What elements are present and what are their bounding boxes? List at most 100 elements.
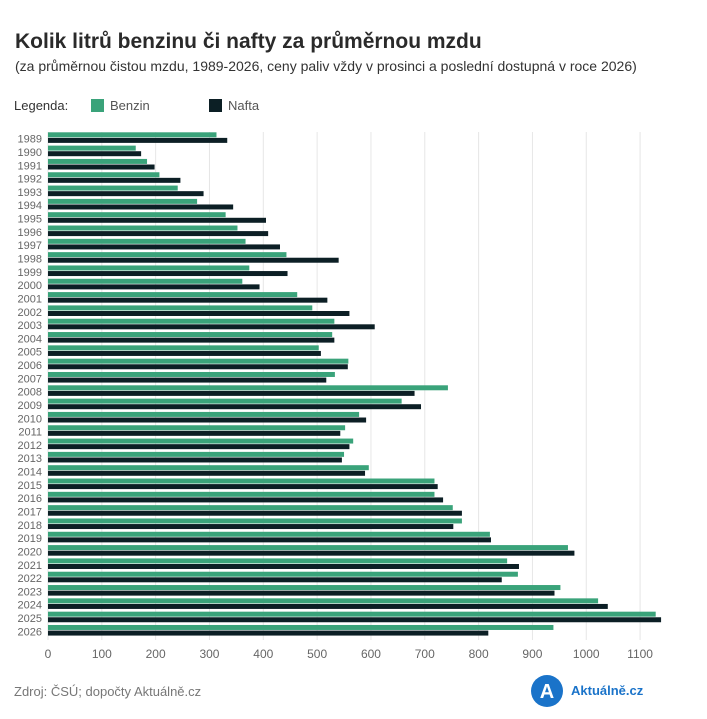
y-tick-label: 2017 bbox=[18, 507, 42, 519]
y-tick-label: 1994 bbox=[18, 200, 42, 212]
bar-nafta-2023 bbox=[48, 590, 555, 596]
bar-benzin-2000 bbox=[48, 278, 243, 284]
aktualne-logo-icon: A bbox=[531, 675, 563, 707]
bar-nafta-1999 bbox=[48, 271, 288, 277]
bar-nafta-1996 bbox=[48, 231, 269, 237]
bar-nafta-1998 bbox=[48, 257, 339, 263]
bar-nafta-1997 bbox=[48, 244, 280, 250]
bar-nafta-1995 bbox=[48, 217, 266, 223]
bar-benzin-2015 bbox=[48, 478, 435, 484]
x-tick-label: 600 bbox=[361, 647, 381, 661]
bar-benzin-2009 bbox=[48, 398, 402, 404]
bar-benzin-2007 bbox=[48, 371, 335, 377]
bar-benzin-1999 bbox=[48, 265, 250, 271]
bar-benzin-2013 bbox=[48, 451, 345, 457]
bar-nafta-2015 bbox=[48, 484, 438, 490]
bar-nafta-2008 bbox=[48, 390, 415, 396]
bar-nafta-2018 bbox=[48, 524, 454, 530]
bar-nafta-2013 bbox=[48, 457, 342, 463]
y-tick-label: 2023 bbox=[18, 586, 42, 598]
y-tick-label: 1990 bbox=[18, 147, 42, 159]
y-tick-label: 2016 bbox=[18, 493, 42, 505]
bar-benzin-2001 bbox=[48, 292, 298, 298]
bar-benzin-2025 bbox=[48, 611, 656, 617]
bar-benzin-2017 bbox=[48, 505, 453, 511]
bar-nafta-2004 bbox=[48, 337, 335, 343]
x-tick-label: 800 bbox=[469, 647, 489, 661]
bar-benzin-2003 bbox=[48, 318, 335, 324]
bar-nafta-2022 bbox=[48, 577, 502, 583]
y-tick-label: 2009 bbox=[18, 400, 42, 412]
legend-label-benzin: Benzin bbox=[110, 98, 150, 113]
y-tick-label: 1992 bbox=[18, 174, 42, 186]
bar-benzin-1996 bbox=[48, 225, 238, 231]
y-tick-label: 2015 bbox=[18, 480, 42, 492]
y-tick-label: 2003 bbox=[18, 320, 42, 332]
bar-nafta-1989 bbox=[48, 137, 228, 143]
bar-nafta-2025 bbox=[48, 617, 662, 623]
bar-nafta-1993 bbox=[48, 191, 204, 197]
legend-title: Legenda: bbox=[14, 98, 69, 113]
bar-benzin-1992 bbox=[48, 172, 160, 178]
y-tick-label: 2012 bbox=[18, 440, 42, 452]
y-tick-label: 2008 bbox=[18, 387, 42, 399]
y-tick-label: 2020 bbox=[18, 546, 42, 558]
bar-benzin-1993 bbox=[48, 185, 178, 191]
bar-nafta-2007 bbox=[48, 377, 327, 383]
y-tick-label: 2000 bbox=[18, 280, 42, 292]
bar-benzin-2014 bbox=[48, 465, 369, 471]
chart-subtitle: (za průměrnou čistou mzdu, 1989-2026, ce… bbox=[15, 58, 637, 74]
bar-nafta-2010 bbox=[48, 417, 367, 423]
x-tick-label: 900 bbox=[522, 647, 542, 661]
legend-swatch-nafta bbox=[209, 99, 222, 112]
y-tick-label: 2001 bbox=[18, 293, 42, 305]
y-tick-label: 2005 bbox=[18, 347, 42, 359]
bar-benzin-2004 bbox=[48, 332, 333, 338]
y-tick-label: 2004 bbox=[18, 333, 42, 345]
y-tick-label: 2006 bbox=[18, 360, 42, 372]
bar-benzin-1990 bbox=[48, 145, 136, 151]
bar-nafta-2020 bbox=[48, 550, 575, 556]
bar-benzin-2018 bbox=[48, 518, 462, 524]
bar-benzin-2005 bbox=[48, 345, 319, 351]
y-tick-label: 2014 bbox=[18, 467, 42, 479]
bar-benzin-2016 bbox=[48, 491, 435, 497]
bar-benzin-2002 bbox=[48, 305, 313, 311]
y-tick-label: 2002 bbox=[18, 307, 42, 319]
bar-nafta-2011 bbox=[48, 430, 341, 436]
y-tick-label: 1993 bbox=[18, 187, 42, 199]
legend-swatch-benzin bbox=[91, 99, 104, 112]
bar-nafta-1991 bbox=[48, 164, 155, 170]
bar-nafta-2012 bbox=[48, 444, 350, 450]
bar-nafta-2001 bbox=[48, 297, 328, 303]
bar-nafta-2016 bbox=[48, 497, 444, 503]
bar-benzin-2020 bbox=[48, 545, 568, 551]
bar-nafta-1990 bbox=[48, 151, 142, 157]
y-tick-label: 2011 bbox=[18, 427, 42, 439]
y-tick-label: 1997 bbox=[18, 240, 42, 252]
x-tick-label: 700 bbox=[415, 647, 435, 661]
y-tick-label: 2007 bbox=[18, 373, 42, 385]
bar-benzin-2026 bbox=[48, 624, 554, 630]
bar-benzin-1991 bbox=[48, 158, 148, 164]
y-tick-label: 1999 bbox=[18, 267, 42, 279]
bar-benzin-2011 bbox=[48, 425, 346, 431]
bar-nafta-2024 bbox=[48, 603, 608, 609]
y-tick-label: 2021 bbox=[18, 560, 42, 572]
x-tick-label: 1000 bbox=[573, 647, 600, 661]
y-tick-label: 2026 bbox=[18, 626, 42, 638]
chart-title: Kolik litrů benzinu či nafty za průměrno… bbox=[15, 30, 482, 53]
y-tick-label: 2013 bbox=[18, 453, 42, 465]
y-tick-label: 1991 bbox=[18, 160, 42, 172]
bar-nafta-2002 bbox=[48, 311, 350, 316]
legend-label-nafta: Nafta bbox=[228, 98, 260, 113]
x-tick-label: 500 bbox=[307, 647, 327, 661]
bar-nafta-2009 bbox=[48, 404, 422, 410]
bar-benzin-2012 bbox=[48, 438, 354, 444]
y-tick-label: 2024 bbox=[18, 600, 42, 612]
y-tick-label: 1996 bbox=[18, 227, 42, 239]
bar-nafta-2000 bbox=[48, 284, 260, 290]
x-tick-label: 100 bbox=[92, 647, 112, 661]
x-tick-label: 200 bbox=[146, 647, 166, 661]
